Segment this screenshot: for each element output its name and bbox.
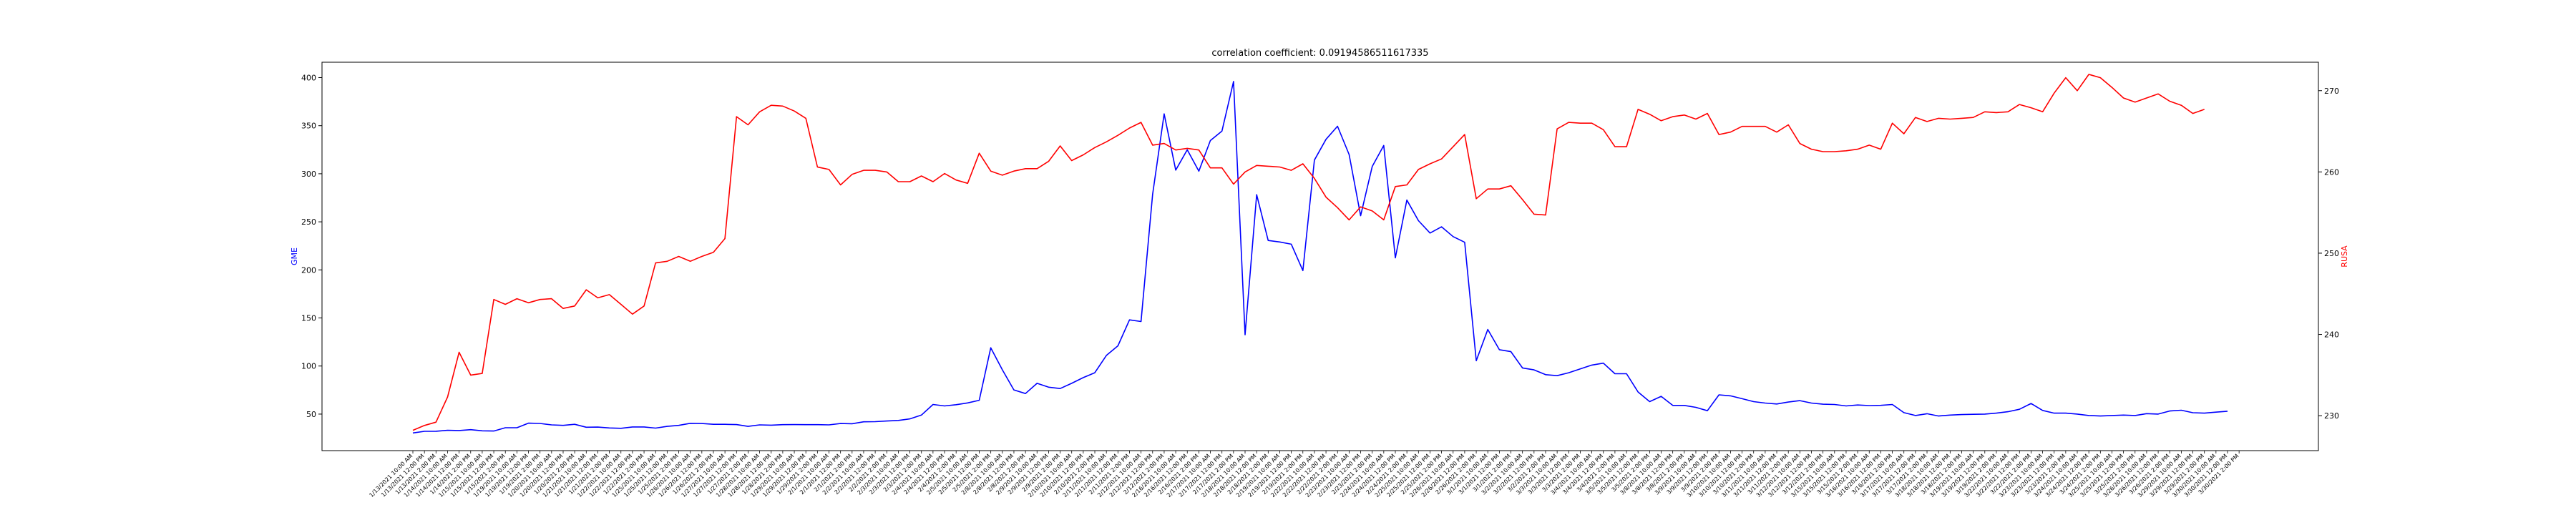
left-y-tick-label: 200	[301, 265, 316, 275]
left-y-axis-label: GME	[290, 247, 299, 265]
right-y-axis: 230 240 250 260 270	[2318, 87, 2339, 421]
left-y-tick-label: 400	[301, 74, 316, 83]
plot-area-frame	[321, 62, 2319, 451]
left-y-tick-label: 150	[301, 314, 316, 323]
left-y-axis: 50 100 150 200 250 300 350 400	[301, 74, 322, 419]
rusa-series-line	[412, 74, 2205, 431]
left-y-tick-label: 50	[306, 410, 316, 419]
series-layer	[412, 74, 2228, 434]
right-y-tick-label: 270	[2324, 87, 2339, 96]
right-y-tick-label: 250	[2324, 249, 2339, 258]
right-y-tick-label: 260	[2324, 167, 2339, 177]
left-y-tick-label: 250	[301, 217, 316, 227]
right-y-axis-label: RUSA	[2340, 245, 2349, 268]
right-y-tick-label: 240	[2324, 330, 2339, 340]
left-y-tick-label: 300	[301, 170, 316, 179]
left-y-tick-label: 100	[301, 362, 316, 371]
chart-title: correlation coefficient: 0.0919458651161…	[1211, 48, 1428, 59]
x-axis: 1/13/2021 10:00 AM1/13/2021 12:00 PM1/13…	[368, 451, 2240, 499]
left-y-tick-label: 350	[301, 122, 316, 131]
right-y-tick-label: 230	[2324, 411, 2339, 421]
gme-series-line	[412, 81, 2228, 434]
